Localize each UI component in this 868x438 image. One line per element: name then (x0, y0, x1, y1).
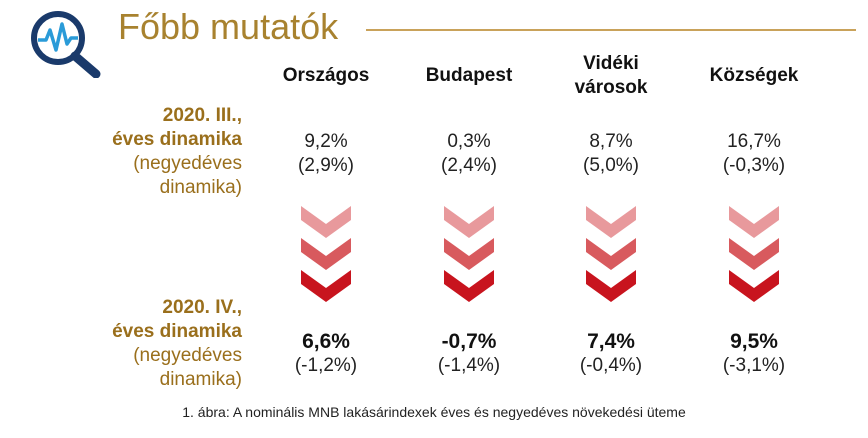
annual-value: 7,4% (587, 330, 635, 353)
cell-q4-videki-varosok: 7,4% (-0,4%) (546, 330, 676, 378)
row-label-2020-q3: 2020. III., éves dinamika (negyedéves di… (112, 104, 242, 200)
quarterly-value: (2,4%) (441, 155, 497, 176)
cell-q4-budapest: -0,7% (-1,4%) (404, 330, 534, 378)
chevron-down-triple-icon (301, 206, 351, 302)
row-label-quarterly-2: dinamika) (159, 369, 242, 390)
row-label-quarterly-2: dinamika) (159, 177, 242, 198)
quarterly-value: (-0,4%) (579, 355, 643, 376)
annual-value: 9,5% (730, 330, 778, 353)
page-title: Főbb mutatók (118, 6, 339, 47)
cell-q4-orszagos: 6,6% (-1,2%) (261, 330, 391, 378)
column-header-orszagos: Országos (282, 65, 370, 86)
row-label-annual: éves dinamika (112, 321, 242, 342)
row-label-period: 2020. III., (162, 105, 242, 126)
annual-value: 9,2% (304, 131, 348, 152)
annual-value: 0,3% (447, 131, 491, 152)
quarterly-value: (-0,3%) (722, 155, 786, 176)
annual-value: 8,7% (589, 131, 633, 152)
figure-caption: 1. ábra: A nominális MNB lakásárindexek … (182, 404, 686, 420)
cell-q4-kozsegek: 9,5% (-3,1%) (689, 330, 819, 378)
cell-q3-orszagos: 9,2% (2,9%) (261, 130, 391, 178)
column-header-budapest: Budapest (425, 65, 513, 86)
quarterly-value: (-1,2%) (294, 355, 358, 376)
row-label-2020-q4: 2020. IV., éves dinamika (negyedéves din… (112, 296, 242, 392)
cell-q3-budapest: 0,3% (2,4%) (404, 130, 534, 178)
magnifier-pulse-icon (31, 11, 101, 78)
annual-value: -0,7% (441, 330, 497, 353)
row-label-period: 2020. IV., (162, 297, 242, 318)
row-label-quarterly-1: (negyedéves (133, 153, 242, 174)
cell-q3-kozsegek: 16,7% (-0,3%) (689, 130, 819, 178)
chevron-down-triple-icon (586, 206, 636, 302)
quarterly-value: (5,0%) (583, 155, 639, 176)
quarterly-value: (2,9%) (298, 155, 354, 176)
row-label-quarterly-1: (negyedéves (133, 345, 242, 366)
title-divider (366, 29, 856, 31)
annual-value: 16,7% (727, 131, 781, 152)
quarterly-value: (-3,1%) (722, 355, 786, 376)
row-label-annual: éves dinamika (112, 129, 242, 150)
chevron-down-triple-icon (444, 206, 494, 302)
quarterly-value: (-1,4%) (437, 355, 501, 376)
chevron-down-triple-icon (729, 206, 779, 302)
cell-q3-videki-varosok: 8,7% (5,0%) (546, 130, 676, 178)
column-header-videki-varosok: Vidéki városok (574, 53, 648, 98)
column-header-kozsegek: Községek (709, 65, 799, 86)
annual-value: 6,6% (302, 330, 350, 353)
